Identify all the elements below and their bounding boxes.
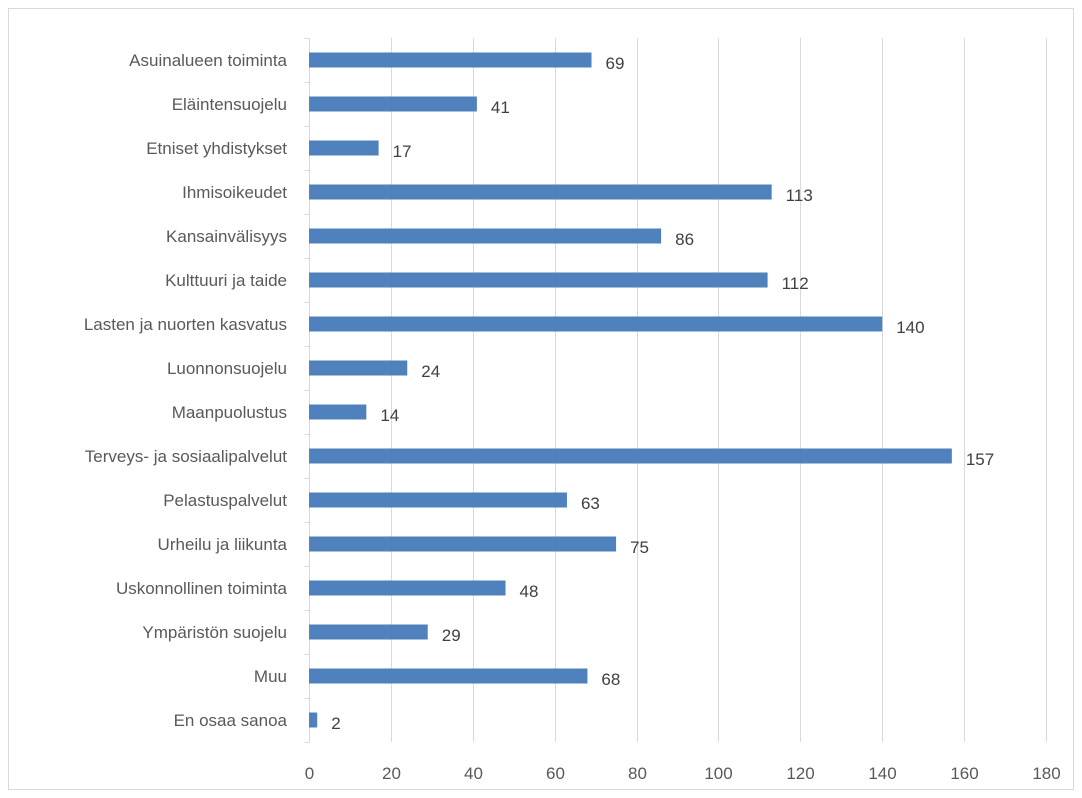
x-tick-label: 40: [464, 764, 483, 783]
category-label: En osaa sanoa: [174, 711, 288, 730]
bar: [309, 140, 379, 156]
category-label: Muu: [254, 667, 287, 686]
data-label: 86: [675, 230, 694, 249]
data-label: 17: [393, 142, 412, 161]
category-label: Urheilu ja liikunta: [158, 535, 288, 554]
category-label: Maanpuolustus: [172, 403, 287, 422]
labels: 0 20 40 60 80 100 120 140 160 180 Asuinalueen toim…: [84, 51, 1061, 783]
bar: [309, 492, 567, 508]
data-label: 41: [491, 98, 510, 117]
data-label: 112: [782, 274, 809, 293]
bar: [309, 52, 592, 68]
data-label: 63: [581, 494, 600, 513]
bar: [309, 272, 768, 288]
bar: [309, 448, 952, 464]
category-label: Kulttuuri ja taide: [165, 271, 287, 290]
bar: [309, 712, 318, 728]
data-label: 29: [442, 626, 461, 645]
bar: [309, 536, 617, 552]
data-label: 75: [630, 538, 649, 557]
category-axis: [304, 38, 310, 743]
x-tick-label: 20: [382, 764, 401, 783]
category-label: Pelastuspalvelut: [163, 491, 287, 510]
data-label: 48: [520, 582, 539, 601]
x-tick-label: 180: [1032, 764, 1060, 783]
category-label: Terveys- ja sosiaalipalvelut: [85, 447, 287, 466]
category-label: Asuinalueen toiminta: [129, 51, 287, 70]
bar: [309, 96, 477, 112]
bar: [309, 404, 367, 420]
data-label: 69: [606, 54, 625, 73]
bar: [309, 624, 428, 640]
category-label: Ihmisoikeudet: [182, 183, 287, 202]
category-label: Lasten ja nuorten kasvatus: [84, 315, 287, 334]
bar: [309, 228, 662, 244]
category-label: Uskonnollinen toiminta: [116, 579, 288, 598]
bar: [309, 316, 883, 332]
x-tick-label: 160: [950, 764, 978, 783]
bar: [309, 580, 506, 596]
gridlines: [391, 38, 1047, 742]
x-tick-label: 120: [786, 764, 814, 783]
data-label: 157: [966, 450, 994, 469]
category-label: Eläintensuojelu: [172, 95, 287, 114]
category-label: Etniset yhdistykset: [146, 139, 287, 158]
data-label: 140: [896, 318, 924, 337]
data-label: 24: [421, 362, 440, 381]
chart-frame: [8, 8, 1074, 790]
data-label: 14: [380, 406, 399, 425]
x-tick-label: 80: [628, 764, 647, 783]
x-tick-label: 140: [868, 764, 896, 783]
bars: [309, 52, 952, 728]
x-tick-label: 100: [704, 764, 732, 783]
category-label: Luonnonsuojelu: [167, 359, 287, 378]
data-label: 68: [601, 670, 620, 689]
category-label: Ympäristön suojelu: [142, 623, 287, 642]
bar: [309, 360, 408, 376]
category-label: Kansainvälisyys: [166, 227, 287, 246]
bar: [309, 184, 772, 200]
x-tick-label: 0: [305, 764, 314, 783]
data-label: 113: [786, 186, 813, 205]
x-tick-label: 60: [546, 764, 565, 783]
bar: [309, 668, 588, 684]
data-label: 2: [331, 714, 340, 733]
